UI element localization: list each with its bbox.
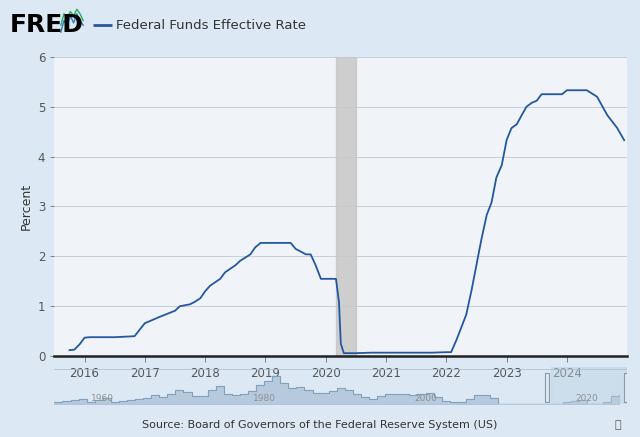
Text: ⛶: ⛶: [614, 420, 621, 430]
Bar: [550, 367, 627, 404]
Text: Source: Board of Governors of the Federal Reserve System (US): Source: Board of Governors of the Federa…: [142, 420, 498, 430]
Text: 1960: 1960: [92, 395, 115, 403]
Bar: [336, 57, 356, 356]
FancyBboxPatch shape: [623, 374, 628, 402]
Text: FRED: FRED: [10, 13, 83, 37]
FancyBboxPatch shape: [545, 374, 549, 402]
Text: 2020: 2020: [575, 395, 598, 403]
Text: 2000: 2000: [414, 395, 437, 403]
Text: Federal Funds Effective Rate: Federal Funds Effective Rate: [116, 19, 307, 32]
Y-axis label: Percent: Percent: [19, 183, 32, 230]
Text: 1980: 1980: [253, 395, 276, 403]
